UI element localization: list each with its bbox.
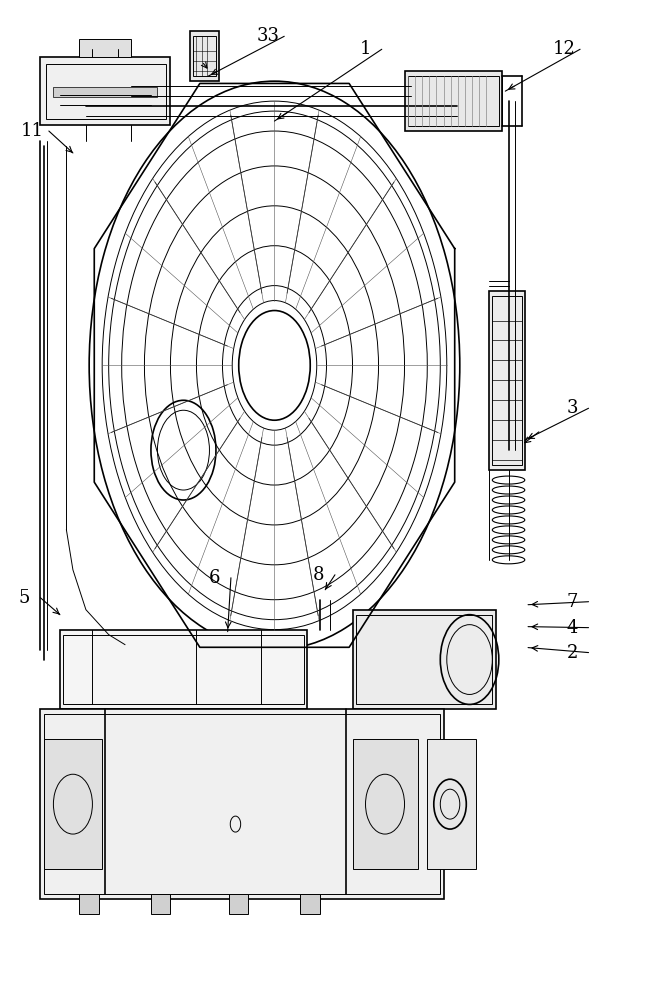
Text: 8: 8 [313,566,325,584]
Bar [356,615,492,704]
Bar [151,894,170,914]
Text: 11: 11 [21,122,44,140]
Text: 2: 2 [567,644,578,662]
Bar [80,894,99,914]
Bar [300,894,320,914]
Bar [229,894,249,914]
Text: 4: 4 [567,619,578,637]
Bar [63,635,304,704]
Text: 33: 33 [257,27,279,45]
Bar [353,610,496,709]
Text: 12: 12 [552,40,575,58]
Bar [40,57,170,125]
Bar [489,291,525,470]
Bar [492,296,522,465]
Bar [190,31,219,81]
Text: 3: 3 [567,399,578,417]
Bar [60,630,307,709]
Bar [40,709,443,899]
Bar [193,36,216,76]
Bar [46,64,166,119]
Bar [54,87,157,97]
Bar [353,739,417,869]
Text: 1: 1 [360,40,372,58]
Bar [44,739,102,869]
Bar [80,39,131,57]
Text: 7: 7 [567,593,578,611]
Bar [427,739,476,869]
Bar [44,714,440,894]
Text: 6: 6 [209,569,221,587]
Text: 5: 5 [18,589,30,607]
Bar [407,76,499,126]
Bar [404,71,502,131]
